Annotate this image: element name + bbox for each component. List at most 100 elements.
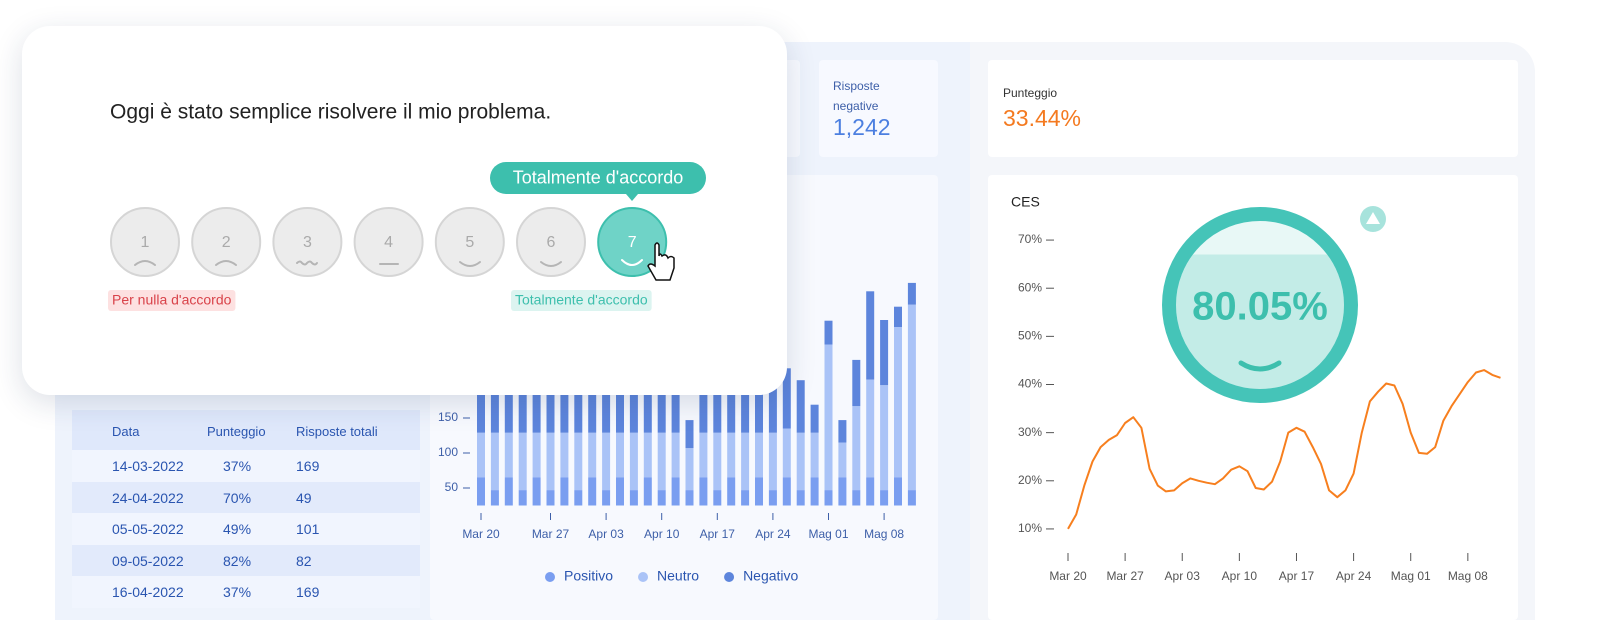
- card-label: Punteggio: [1003, 86, 1058, 100]
- table-cell: 82: [296, 552, 312, 569]
- bar-segment: [588, 383, 597, 433]
- y-tick-label: 40%: [1018, 377, 1042, 391]
- bar-segment: [477, 432, 485, 478]
- y-tick-label: 50%: [1018, 329, 1042, 343]
- bar-segment: [657, 490, 666, 506]
- scale-label-bg: [108, 290, 236, 311]
- y-tick-label: 20%: [1018, 473, 1042, 487]
- option-number: 5: [465, 234, 474, 251]
- bar-segment: [880, 490, 889, 506]
- bar-segment: [866, 379, 875, 478]
- bar-segment: [796, 380, 805, 433]
- bar-segment: [894, 306, 902, 327]
- bar-segment: [838, 420, 847, 443]
- option-number: 6: [547, 234, 556, 251]
- option-face: [459, 261, 481, 267]
- bar-segment: [560, 477, 569, 506]
- bar-segment: [768, 432, 777, 491]
- x-tick-label: Apr 10: [1222, 569, 1258, 583]
- x-tick-label: Apr 24: [755, 527, 791, 541]
- table-header: [72, 410, 420, 450]
- bar-segment: [532, 477, 541, 506]
- bar-segment: [643, 379, 652, 433]
- bar-segment: [755, 477, 763, 506]
- x-tick-label: Mar 27: [532, 527, 570, 541]
- bar-segment: [560, 432, 569, 478]
- bar-segment: [490, 490, 499, 506]
- table-cell: 49: [296, 489, 312, 506]
- bar-segment: [532, 432, 541, 478]
- bar-segment: [602, 490, 611, 506]
- legend-label: Negativo: [743, 568, 798, 584]
- option-face: [621, 259, 643, 266]
- negative-card: Risposte negative 1,242: [819, 60, 938, 157]
- table-row: [72, 576, 420, 608]
- bar-segment: [602, 432, 611, 491]
- table-cell: 82%: [223, 552, 252, 569]
- y-tick-label: 10%: [1018, 521, 1042, 535]
- bar-segment: [755, 392, 763, 433]
- bar-segment: [713, 432, 722, 491]
- bar-segment: [880, 385, 889, 491]
- bar-segment: [880, 320, 889, 386]
- bar-segment: [824, 344, 833, 491]
- bar-segment: [727, 383, 736, 433]
- scale-option: [516, 207, 586, 277]
- bar-segment: [741, 379, 750, 433]
- card-label: Risposte negative: [833, 79, 880, 113]
- bar-segment: [629, 376, 638, 433]
- option-number: 3: [303, 234, 312, 251]
- score-card: Punteggio 33.44%: [988, 60, 1518, 157]
- table-cell: 05-05-2022: [112, 521, 184, 537]
- bar-segment: [490, 432, 499, 491]
- scale-option: [434, 207, 505, 277]
- bar-segment: [616, 432, 624, 478]
- bar-segment: [741, 490, 750, 506]
- legend-marker: [724, 572, 735, 582]
- x-tick-label: Mar 20: [1049, 569, 1087, 583]
- x-tick-label: Mag 01: [1391, 569, 1431, 583]
- scale-label: Totalmente d'accordo: [515, 292, 648, 308]
- scale-label: Per nulla d'accordo: [112, 292, 232, 308]
- x-tick-label: Apr 03: [588, 527, 624, 541]
- bar-segment: [685, 490, 694, 506]
- bar-segment: [727, 432, 736, 478]
- bar-segment: [671, 477, 680, 506]
- bar-segment: [616, 383, 624, 433]
- x-tick-label: Mag 08: [864, 527, 904, 541]
- option-number: 2: [222, 234, 231, 251]
- bar-segment: [477, 379, 485, 433]
- bar-segment: [629, 490, 638, 506]
- option-face: [215, 260, 237, 266]
- table-row: [72, 544, 420, 576]
- scale-option: [353, 207, 424, 277]
- bar-segment: [713, 490, 722, 506]
- bar-segment: [574, 432, 583, 491]
- bar-segment: [866, 477, 875, 506]
- bar-segment: [588, 477, 597, 506]
- bar-segment: [894, 477, 902, 506]
- bar-segment: [907, 490, 916, 506]
- scale-option: [110, 207, 180, 277]
- chart-title: CES: [1011, 194, 1040, 210]
- bar-segment: [518, 432, 527, 491]
- line-series: [1067, 369, 1501, 530]
- bar-segment: [560, 379, 569, 433]
- card-value: 1,242: [833, 114, 891, 140]
- bar-segment: [810, 404, 819, 433]
- x-tick-label: Mag 01: [808, 527, 848, 541]
- trend-arrow: [1366, 212, 1380, 224]
- bar-segment: [796, 432, 805, 491]
- legend-marker: [638, 572, 649, 582]
- table-cell: 16-04-2022: [112, 584, 184, 600]
- bar-segment: [602, 379, 611, 433]
- bar-segment: [824, 320, 833, 345]
- bar-segment: [894, 327, 902, 478]
- gauge-smile: [1238, 360, 1282, 372]
- x-tick-label: Apr 17: [700, 527, 736, 541]
- bar-segment: [699, 477, 708, 506]
- bar-segment: [782, 477, 791, 506]
- table-cell: 37%: [223, 584, 252, 600]
- x-tick-label: Apr 24: [1336, 569, 1372, 583]
